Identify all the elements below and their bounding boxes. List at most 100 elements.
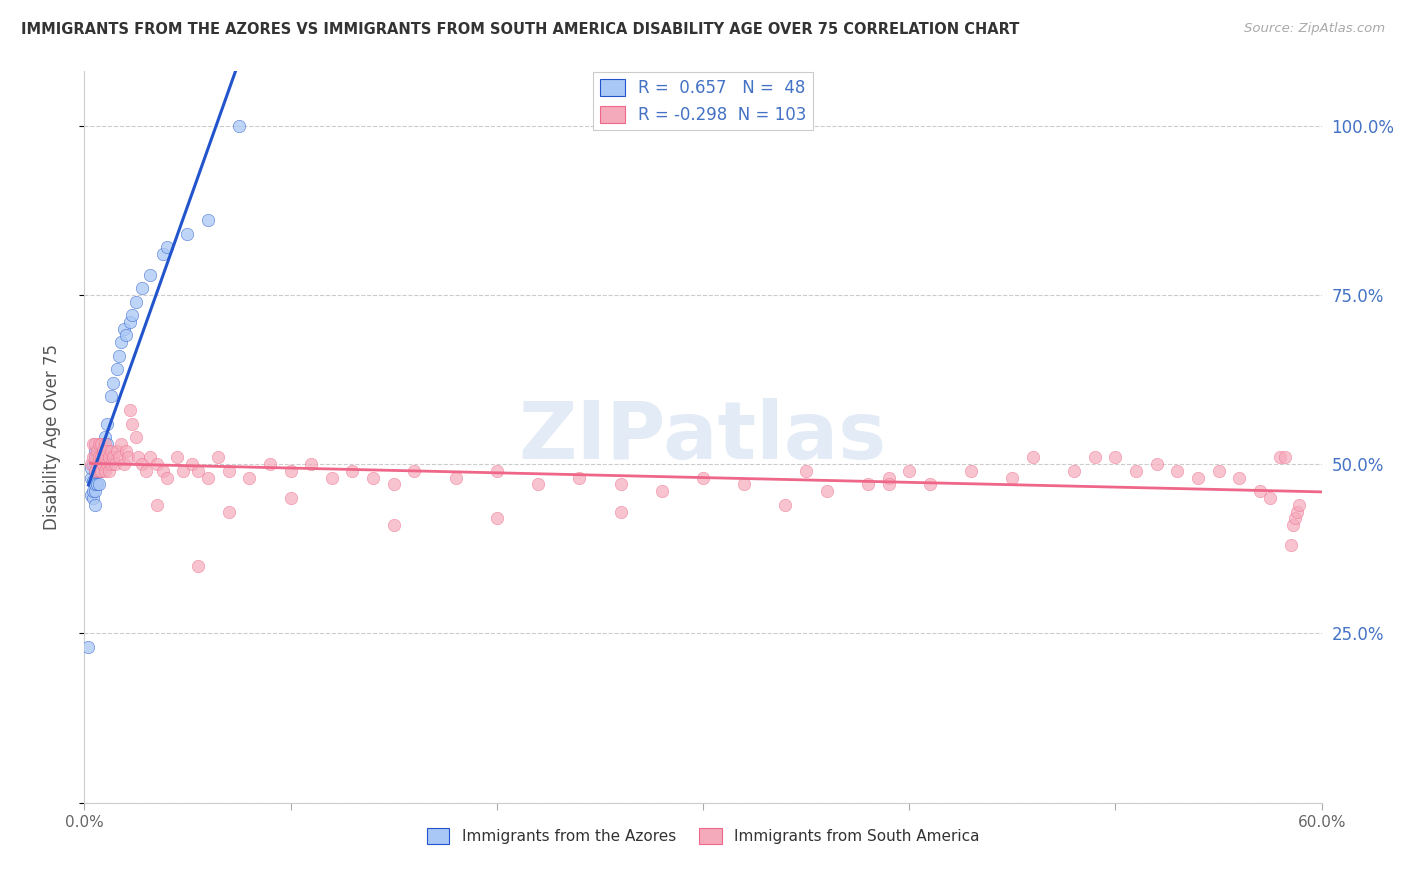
Point	[1022, 450, 1045, 465]
Point	[228, 119, 250, 133]
Point	[651, 484, 673, 499]
Point	[121, 417, 143, 431]
Point	[83, 477, 105, 491]
Point	[83, 450, 105, 465]
Point	[108, 450, 131, 465]
Point	[1227, 471, 1250, 485]
Point	[105, 443, 128, 458]
Point	[207, 450, 229, 465]
Point	[91, 443, 114, 458]
Point	[114, 328, 136, 343]
Point	[299, 457, 322, 471]
Point	[131, 457, 153, 471]
Point	[86, 457, 108, 471]
Point	[1284, 511, 1306, 525]
Point	[156, 240, 179, 254]
Point	[77, 640, 100, 654]
Point	[96, 437, 118, 451]
Point	[1001, 471, 1024, 485]
Point	[775, 498, 797, 512]
Point	[815, 484, 838, 499]
Point	[79, 471, 101, 485]
Text: IMMIGRANTS FROM THE AZORES VS IMMIGRANTS FROM SOUTH AMERICA DISABILITY AGE OVER : IMMIGRANTS FROM THE AZORES VS IMMIGRANTS…	[21, 22, 1019, 37]
Point	[108, 349, 131, 363]
Point	[87, 464, 110, 478]
Point	[125, 294, 148, 309]
Point	[79, 488, 101, 502]
Point	[87, 457, 110, 471]
Point	[1166, 464, 1188, 478]
Point	[321, 471, 343, 485]
Point	[86, 443, 108, 458]
Point	[1125, 464, 1147, 478]
Point	[87, 464, 110, 478]
Point	[197, 471, 219, 485]
Point	[94, 464, 117, 478]
Point	[898, 464, 921, 478]
Point	[280, 464, 302, 478]
Point	[118, 403, 141, 417]
Point	[145, 498, 167, 512]
Point	[96, 457, 118, 471]
Point	[96, 417, 118, 431]
Point	[1288, 498, 1310, 512]
Point	[90, 464, 112, 478]
Y-axis label: Disability Age Over 75: Disability Age Over 75	[42, 344, 60, 530]
Point	[280, 491, 302, 505]
Point	[527, 477, 550, 491]
Point	[145, 457, 167, 471]
Point	[1258, 491, 1281, 505]
Point	[156, 471, 179, 485]
Point	[87, 437, 110, 451]
Point	[125, 430, 148, 444]
Point	[139, 268, 162, 282]
Point	[94, 430, 117, 444]
Point	[82, 457, 104, 471]
Point	[166, 450, 188, 465]
Point	[79, 460, 101, 475]
Point	[86, 450, 108, 465]
Point	[104, 457, 127, 471]
Point	[568, 471, 591, 485]
Point	[82, 437, 104, 451]
Point	[1274, 450, 1296, 465]
Point	[110, 335, 132, 350]
Point	[361, 471, 384, 485]
Point	[139, 450, 162, 465]
Point	[100, 443, 122, 458]
Point	[100, 457, 122, 471]
Point	[877, 471, 900, 485]
Point	[1281, 518, 1303, 533]
Point	[87, 477, 110, 491]
Point	[103, 450, 125, 465]
Point	[90, 450, 112, 465]
Point	[110, 437, 132, 451]
Point	[90, 464, 112, 478]
Point	[90, 437, 112, 451]
Point	[1279, 538, 1302, 552]
Point	[83, 464, 105, 478]
Point	[86, 477, 108, 491]
Point	[98, 464, 121, 478]
Point	[105, 362, 128, 376]
Point	[1104, 450, 1126, 465]
Point	[172, 464, 194, 478]
Point	[83, 464, 105, 478]
Point	[83, 437, 105, 451]
Point	[1084, 450, 1107, 465]
Point	[91, 457, 114, 471]
Point	[218, 464, 240, 478]
Point	[82, 491, 104, 505]
Point	[609, 505, 631, 519]
Point	[259, 457, 281, 471]
Point	[1187, 471, 1209, 485]
Point	[135, 464, 157, 478]
Point	[794, 464, 817, 478]
Point	[609, 477, 631, 491]
Text: ZIPatlas: ZIPatlas	[519, 398, 887, 476]
Point	[94, 450, 117, 465]
Point	[100, 389, 122, 403]
Point	[83, 498, 105, 512]
Point	[87, 450, 110, 465]
Point	[90, 450, 112, 465]
